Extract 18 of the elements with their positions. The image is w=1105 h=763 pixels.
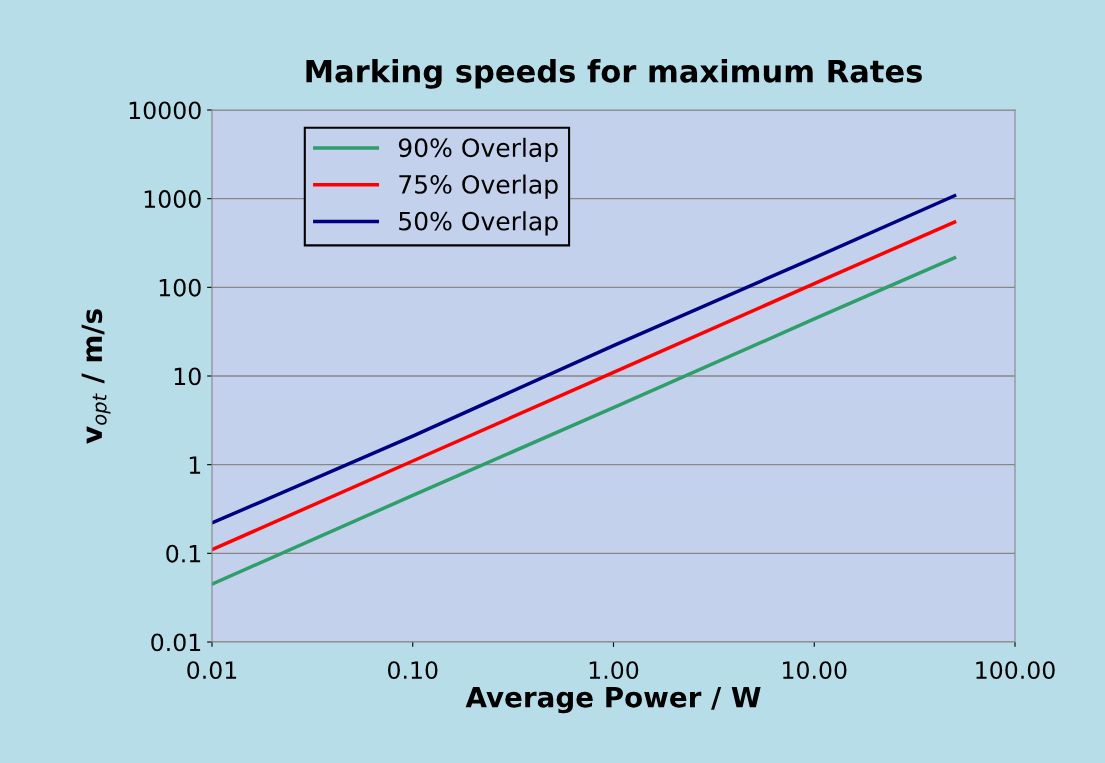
x-axis-title: Average Power / W <box>465 687 761 714</box>
x-tick-label: 0.01 <box>187 661 237 680</box>
x-tick-label: 100.00 <box>976 661 1055 680</box>
y-tick-label: 10000 <box>129 101 201 120</box>
y-tick-label: 100 <box>159 278 201 297</box>
y-axis-title: v$_{opt}$ / m/s <box>81 309 111 444</box>
legend-label: 50% Overlap <box>399 211 558 236</box>
x-tick-label: 0.10 <box>388 661 438 680</box>
y-tick-label: 0.1 <box>166 544 201 563</box>
y-tick-label: 0.01 <box>151 633 201 652</box>
legend-label: 75% Overlap <box>399 174 558 199</box>
x-tick-label: 1.00 <box>589 661 639 680</box>
y-tick-label: 10 <box>174 367 201 386</box>
legend-label: 90% Overlap <box>398 137 558 163</box>
chart-title: Marking speeds for maximum Rates <box>306 59 922 89</box>
y-tick-label: 1 <box>189 456 201 474</box>
x-tick-label: 10.00 <box>783 661 847 680</box>
y-tick-label: 1000 <box>144 190 201 208</box>
